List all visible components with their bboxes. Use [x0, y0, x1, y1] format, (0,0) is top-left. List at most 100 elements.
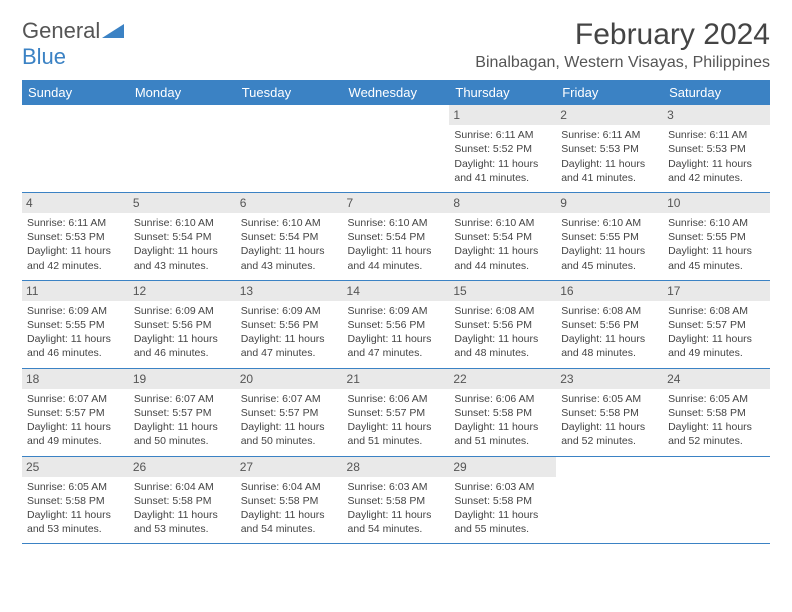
- header: GeneralBlue February 2024 Binalbagan, We…: [22, 18, 770, 72]
- day-detail-line: Daylight: 11 hours: [454, 157, 551, 171]
- day-number: 1: [449, 105, 556, 125]
- day-details: Sunrise: 6:04 AMSunset: 5:58 PMDaylight:…: [241, 480, 338, 537]
- day-detail-line: and 42 minutes.: [27, 259, 124, 273]
- calendar-cell: 10 Sunrise: 6:10 AMSunset: 5:55 PMDayligh…: [663, 192, 770, 280]
- day-detail-line: Sunrise: 6:11 AM: [454, 128, 551, 142]
- day-detail-line: Sunset: 5:55 PM: [668, 230, 765, 244]
- day-details: Sunrise: 6:07 AMSunset: 5:57 PMDaylight:…: [241, 392, 338, 449]
- day-detail-line: Sunset: 5:58 PM: [454, 406, 551, 420]
- day-detail-line: Daylight: 11 hours: [561, 332, 658, 346]
- calendar-week-row: 11Sunrise: 6:09 AMSunset: 5:55 PMDayligh…: [22, 280, 770, 368]
- day-detail-line: Sunrise: 6:09 AM: [134, 304, 231, 318]
- calendar-week-row: 1Sunrise: 6:11 AMSunset: 5:52 PMDaylight…: [22, 105, 770, 192]
- day-number: 5: [129, 193, 236, 213]
- day-detail-line: Daylight: 11 hours: [561, 420, 658, 434]
- day-details: Sunrise: 6:10 AMSunset: 5:54 PMDaylight:…: [241, 216, 338, 273]
- day-detail-line: Sunset: 5:56 PM: [454, 318, 551, 332]
- day-detail-line: Sunrise: 6:08 AM: [668, 304, 765, 318]
- day-detail-line: and 41 minutes.: [454, 171, 551, 185]
- day-detail-line: and 51 minutes.: [454, 434, 551, 448]
- weekday-header: Sunday: [22, 80, 129, 105]
- day-detail-line: and 47 minutes.: [348, 346, 445, 360]
- calendar-cell: 3Sunrise: 6:11 AMSunset: 5:53 PMDaylight…: [663, 105, 770, 192]
- day-detail-line: Daylight: 11 hours: [561, 244, 658, 258]
- day-detail-line: Daylight: 11 hours: [27, 244, 124, 258]
- day-detail-line: and 45 minutes.: [668, 259, 765, 273]
- day-details: Sunrise: 6:07 AMSunset: 5:57 PMDaylight:…: [27, 392, 124, 449]
- calendar-cell: 2 Sunrise: 6:11 AMSunset: 5:53 PMDaylight…: [556, 105, 663, 192]
- calendar-cell: [343, 105, 450, 192]
- day-details: Sunrise: 6:08 AMSunset: 5:56 PMDaylight:…: [454, 304, 551, 361]
- day-detail-line: and 55 minutes.: [454, 522, 551, 536]
- day-number: 10: [663, 193, 770, 213]
- day-number: 11: [22, 281, 129, 301]
- brand-name-b: Blue: [22, 44, 66, 69]
- day-detail-line: Sunrise: 6:05 AM: [27, 480, 124, 494]
- weekday-header: Thursday: [449, 80, 556, 105]
- day-detail-line: and 43 minutes.: [241, 259, 338, 273]
- day-number: 12: [129, 281, 236, 301]
- calendar-cell: [22, 105, 129, 192]
- brand-name-a: General: [22, 18, 100, 43]
- day-detail-line: Sunset: 5:55 PM: [27, 318, 124, 332]
- day-details: Sunrise: 6:10 AMSunset: 5:55 PMDaylight:…: [668, 216, 765, 273]
- day-detail-line: Sunrise: 6:10 AM: [241, 216, 338, 230]
- calendar-week-row: 25Sunrise: 6:05 AMSunset: 5:58 PMDayligh…: [22, 456, 770, 543]
- day-detail-line: and 44 minutes.: [454, 259, 551, 273]
- day-detail-line: Daylight: 11 hours: [348, 508, 445, 522]
- day-detail-line: Sunrise: 6:10 AM: [348, 216, 445, 230]
- day-details: Sunrise: 6:06 AMSunset: 5:58 PMDaylight:…: [454, 392, 551, 449]
- weekday-header: Wednesday: [343, 80, 450, 105]
- day-number: 14: [343, 281, 450, 301]
- day-detail-line: Sunset: 5:57 PM: [241, 406, 338, 420]
- day-number: 27: [236, 457, 343, 477]
- day-number: 16: [556, 281, 663, 301]
- day-number: 7: [343, 193, 450, 213]
- day-number: 13: [236, 281, 343, 301]
- day-number: 29: [449, 457, 556, 477]
- day-number: 2: [556, 105, 663, 125]
- day-detail-line: Sunrise: 6:03 AM: [454, 480, 551, 494]
- day-detail-line: Sunset: 5:58 PM: [348, 494, 445, 508]
- day-number: 8: [449, 193, 556, 213]
- day-detail-line: Daylight: 11 hours: [454, 420, 551, 434]
- day-detail-line: Sunset: 5:58 PM: [27, 494, 124, 508]
- day-detail-line: Daylight: 11 hours: [134, 244, 231, 258]
- day-details: Sunrise: 6:05 AMSunset: 5:58 PMDaylight:…: [27, 480, 124, 537]
- day-detail-line: Sunrise: 6:06 AM: [454, 392, 551, 406]
- day-detail-line: and 41 minutes.: [561, 171, 658, 185]
- day-detail-line: and 42 minutes.: [668, 171, 765, 185]
- day-detail-line: Daylight: 11 hours: [454, 244, 551, 258]
- day-detail-line: Daylight: 11 hours: [27, 420, 124, 434]
- day-detail-line: and 53 minutes.: [134, 522, 231, 536]
- day-detail-line: Daylight: 11 hours: [348, 420, 445, 434]
- day-detail-line: Daylight: 11 hours: [27, 508, 124, 522]
- day-detail-line: Daylight: 11 hours: [134, 508, 231, 522]
- day-detail-line: Sunrise: 6:11 AM: [561, 128, 658, 142]
- day-details: Sunrise: 6:09 AMSunset: 5:56 PMDaylight:…: [241, 304, 338, 361]
- calendar-cell: 16Sunrise: 6:08 AMSunset: 5:56 PMDayligh…: [556, 280, 663, 368]
- brand-name: GeneralBlue: [22, 18, 124, 70]
- day-details: Sunrise: 6:09 AMSunset: 5:55 PMDaylight:…: [27, 304, 124, 361]
- calendar-cell: [129, 105, 236, 192]
- day-details: Sunrise: 6:11 AMSunset: 5:53 PMDaylight:…: [668, 128, 765, 185]
- day-detail-line: Sunrise: 6:04 AM: [241, 480, 338, 494]
- day-detail-line: and 54 minutes.: [348, 522, 445, 536]
- calendar-cell: 21Sunrise: 6:06 AMSunset: 5:57 PMDayligh…: [343, 368, 450, 456]
- calendar-cell: 28Sunrise: 6:03 AMSunset: 5:58 PMDayligh…: [343, 456, 450, 543]
- day-details: Sunrise: 6:10 AMSunset: 5:54 PMDaylight:…: [348, 216, 445, 273]
- day-number: 24: [663, 369, 770, 389]
- day-number: 20: [236, 369, 343, 389]
- day-detail-line: Sunset: 5:58 PM: [454, 494, 551, 508]
- day-detail-line: Sunrise: 6:10 AM: [561, 216, 658, 230]
- calendar-cell: 7 Sunrise: 6:10 AMSunset: 5:54 PMDaylight…: [343, 192, 450, 280]
- calendar-cell: 23Sunrise: 6:05 AMSunset: 5:58 PMDayligh…: [556, 368, 663, 456]
- day-detail-line: Sunrise: 6:10 AM: [668, 216, 765, 230]
- day-number: 18: [22, 369, 129, 389]
- calendar-table: Sunday Monday Tuesday Wednesday Thursday…: [22, 80, 770, 543]
- day-details: Sunrise: 6:11 AMSunset: 5:53 PMDaylight:…: [561, 128, 658, 185]
- day-number: 17: [663, 281, 770, 301]
- day-detail-line: Daylight: 11 hours: [241, 508, 338, 522]
- day-detail-line: and 45 minutes.: [561, 259, 658, 273]
- day-detail-line: Sunset: 5:57 PM: [668, 318, 765, 332]
